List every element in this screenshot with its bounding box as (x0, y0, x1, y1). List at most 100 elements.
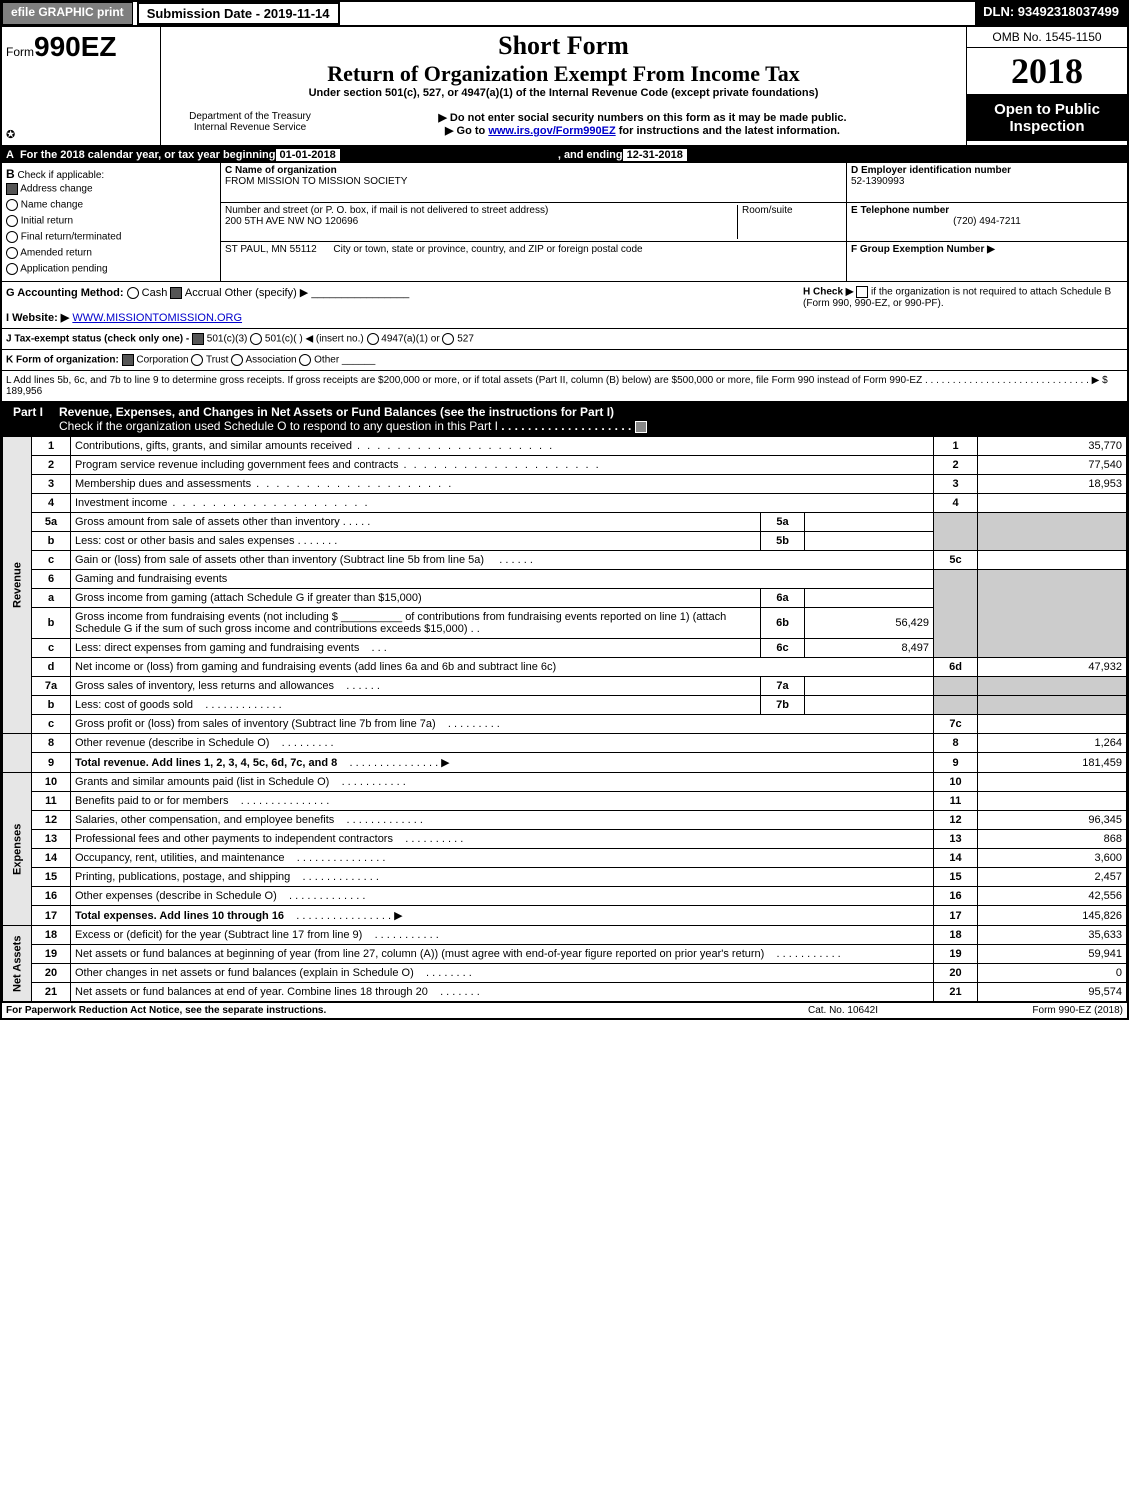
section-k-label: K Form of organization: (6, 355, 119, 366)
j-4947-checkbox[interactable] (367, 333, 379, 345)
table-row: 4 Investment income 4 (3, 494, 1127, 513)
line-19-value: 59,941 (978, 945, 1127, 964)
footer-paperwork-notice: For Paperwork Reduction Act Notice, see … (6, 1005, 743, 1016)
table-row: 5a Gross amount from sale of assets othe… (3, 513, 1127, 532)
expenses-sidebar: Expenses (3, 773, 32, 926)
table-row: 3 Membership dues and assessments 3 18,9… (3, 475, 1127, 494)
line-17-value: 145,826 (978, 906, 1127, 926)
form-prefix: Form (6, 45, 34, 59)
table-row: 8 Other revenue (describe in Schedule O)… (3, 734, 1127, 753)
part1-schedule-o-checkbox[interactable] (635, 421, 647, 433)
table-row: 16 Other expenses (describe in Schedule … (3, 887, 1127, 906)
section-h-checkbox[interactable] (856, 286, 868, 298)
page-footer: For Paperwork Reduction Act Notice, see … (2, 1002, 1127, 1018)
table-row: c Gain or (loss) from sale of assets oth… (3, 551, 1127, 570)
line-desc: Gaming and fundraising events (75, 573, 227, 585)
section-k-row: K Form of organization: Corporation Trus… (2, 350, 1127, 371)
cash-radio[interactable] (127, 287, 139, 299)
financial-table: Revenue 1 Contributions, gifts, grants, … (2, 436, 1127, 1002)
section-b-label: Check if applicable: (17, 170, 104, 181)
name-change-checkbox[interactable] (6, 199, 18, 211)
section-c-column: C Name of organization FROM MISSION TO M… (221, 163, 846, 281)
no-ssn-text: ▶ Do not enter social security numbers o… (333, 111, 952, 124)
address-change-label: Address change (20, 184, 92, 195)
table-row: 19 Net assets or fund balances at beginn… (3, 945, 1127, 964)
j-opt3: 4947(a)(1) or (381, 334, 439, 345)
org-name: FROM MISSION TO MISSION SOCIETY (225, 176, 842, 187)
section-l-text: L Add lines 5b, 6c, and 7b to line 9 to … (6, 375, 922, 386)
table-row: 6 Gaming and fundraising events (3, 570, 1127, 589)
goto-suffix: for instructions and the latest informat… (616, 125, 840, 137)
section-d-label: D Employer identification number (851, 165, 1123, 176)
line-7c-value (978, 715, 1127, 734)
line-6c-midval: 8,497 (805, 639, 934, 658)
line-2-value: 77,540 (978, 456, 1127, 475)
name-change-label: Name change (21, 200, 83, 211)
part1-title: Revenue, Expenses, and Changes in Net As… (51, 405, 1124, 433)
line-12-value: 96,345 (978, 811, 1127, 830)
table-row: 9 Total revenue. Add lines 1, 2, 3, 4, 5… (3, 753, 1127, 773)
k-assoc-checkbox[interactable] (231, 354, 243, 366)
line-16-value: 42,556 (978, 887, 1127, 906)
line-4-value (978, 494, 1127, 513)
line-desc: Gross amount from sale of assets other t… (75, 516, 340, 528)
j-501c3-checkbox[interactable] (192, 333, 204, 345)
j-opt1: 501(c)(3) (207, 334, 248, 345)
line-18-value: 35,633 (978, 926, 1127, 945)
line-1-value: 35,770 (978, 437, 1127, 456)
line-6a-midval (805, 589, 934, 608)
k-other-checkbox[interactable] (299, 354, 311, 366)
section-l-row: L Add lines 5b, 6c, and 7b to line 9 to … (2, 371, 1127, 402)
header-left: Form990EZ ✪ (2, 27, 161, 145)
section-f-label: F Group Exemption Number (851, 244, 984, 255)
part1-checkbox-text: Check if the organization used Schedule … (59, 419, 498, 433)
other-label: Other (specify) ▶ (225, 287, 309, 299)
address-change-checkbox[interactable] (6, 183, 18, 195)
section-c-label: C Name of organization (225, 165, 842, 176)
line-13-value: 868 (978, 830, 1127, 849)
line-desc: Other revenue (describe in Schedule O) (75, 737, 269, 749)
section-b-letter: B (6, 167, 15, 181)
section-a-begin-date: 01-01-2018 (276, 149, 340, 161)
right-info-column: D Employer identification number 52-1390… (846, 163, 1127, 281)
irs-link[interactable]: www.irs.gov/Form990EZ (488, 125, 615, 137)
amended-return-checkbox[interactable] (6, 247, 18, 259)
header-center: Short Form Return of Organization Exempt… (161, 27, 966, 145)
line-8-value: 1,264 (978, 734, 1127, 753)
table-row: 17 Total expenses. Add lines 10 through … (3, 906, 1127, 926)
application-pending-checkbox[interactable] (6, 263, 18, 275)
j-527-checkbox[interactable] (442, 333, 454, 345)
netassets-sidebar: Net Assets (3, 926, 32, 1002)
final-return-checkbox[interactable] (6, 231, 18, 243)
dept-treasury: Department of the Treasury Internal Reve… (171, 107, 329, 141)
line-desc: Professional fees and other payments to … (75, 833, 393, 845)
j-opt4: 527 (457, 334, 474, 345)
table-row: 20 Other changes in net assets or fund b… (3, 964, 1127, 983)
omb-number: OMB No. 1545-1150 (967, 27, 1127, 48)
mid-num: 6a (761, 589, 805, 608)
table-row: Revenue 1 Contributions, gifts, grants, … (3, 437, 1127, 456)
city-value: ST PAUL, MN 55112 (225, 244, 317, 255)
header-right: OMB No. 1545-1150 2018 Open to Public In… (966, 27, 1127, 145)
accrual-radio[interactable] (170, 287, 182, 299)
j-501c-checkbox[interactable] (250, 333, 262, 345)
mid-num: 5a (761, 513, 805, 532)
application-pending-label: Application pending (20, 264, 107, 275)
form-number: 990EZ (34, 31, 117, 62)
line-desc: Printing, publications, postage, and shi… (75, 871, 290, 883)
initial-return-checkbox[interactable] (6, 215, 18, 227)
line-11-value (978, 792, 1127, 811)
table-row: Expenses 10 Grants and similar amounts p… (3, 773, 1127, 792)
section-i-label: I Website: ▶ (6, 312, 69, 324)
table-row: c Gross profit or (loss) from sales of i… (3, 715, 1127, 734)
table-row: 13 Professional fees and other payments … (3, 830, 1127, 849)
section-h: H Check ▶ if the organization is not req… (803, 286, 1123, 324)
k-opt2: Association (245, 355, 296, 366)
k-corp-checkbox[interactable] (122, 354, 134, 366)
addr-label: Number and street (or P. O. box, if mail… (225, 205, 737, 216)
line-desc: Grants and similar amounts paid (list in… (75, 776, 329, 788)
efile-print-button[interactable]: efile GRAPHIC print (2, 2, 133, 25)
k-trust-checkbox[interactable] (191, 354, 203, 366)
section-a-row: A For the 2018 calendar year, or tax yea… (2, 147, 1127, 163)
website-link[interactable]: WWW.MISSIONTOMISSION.ORG (72, 312, 242, 324)
